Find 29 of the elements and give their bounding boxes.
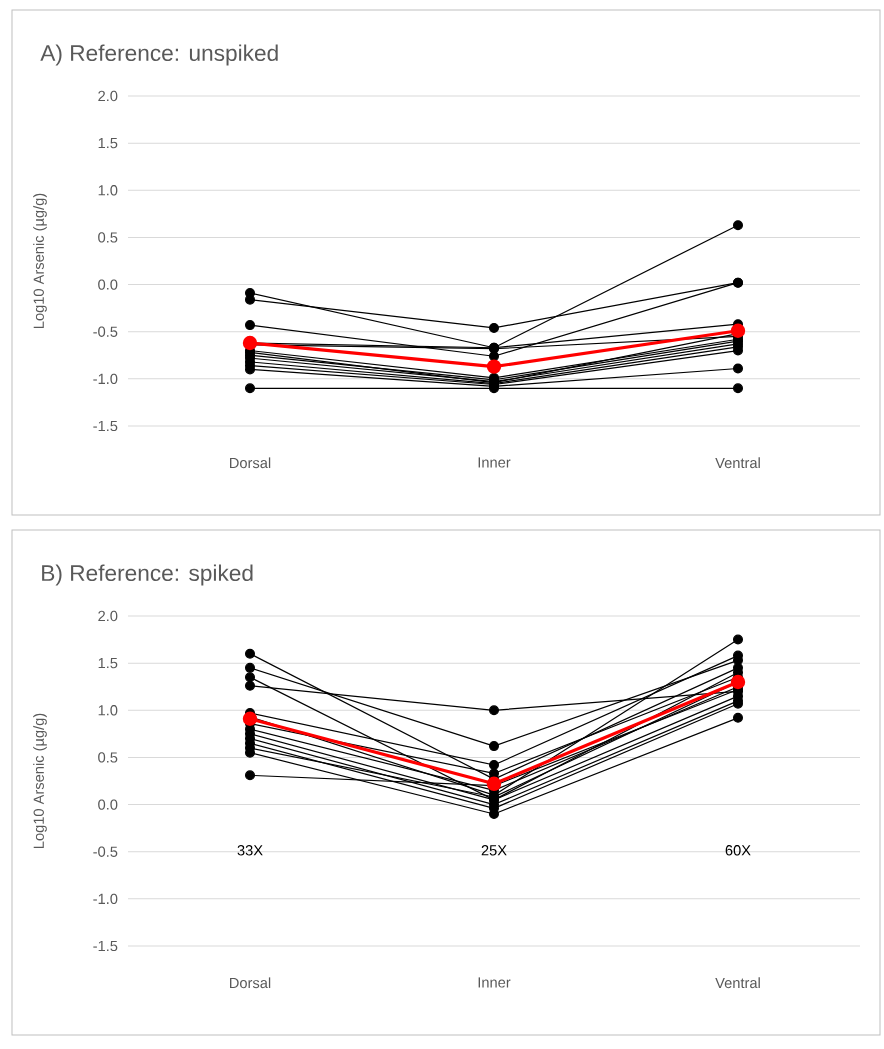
y-tick-label: 2.0: [98, 610, 118, 622]
x-tick-label: Ventral: [715, 457, 760, 469]
y-tick-label: 0.5: [98, 232, 118, 243]
y-tick-label: 0.5: [98, 752, 118, 763]
x-tick-label: Dorsal: [230, 457, 271, 469]
y-tick-label: -1.5: [93, 420, 118, 432]
y-tick-label: -1.0: [93, 373, 118, 385]
y-tick-label: 2.0: [98, 90, 118, 102]
y-axis-title: Log10 Arsenic (µg/g): [33, 193, 47, 328]
y-tick-label: -1.5: [93, 940, 118, 952]
x-tick-label: Ventral: [715, 977, 760, 989]
y-tick-label: -0.5: [93, 846, 118, 857]
y-axis-title: Log10 Arsenic (µg/g): [33, 713, 47, 848]
y-tick-label: 1.5: [98, 658, 118, 669]
annotation: 25X: [481, 845, 507, 856]
x-tick-label: Inner: [478, 977, 511, 988]
y-tick-label: 1.0: [98, 705, 118, 716]
annotation: 60X: [725, 845, 751, 856]
y-tick-label: 1.5: [98, 138, 118, 149]
y-tick-label: -0.5: [93, 326, 118, 337]
y-tick-label: 0.0: [98, 799, 118, 810]
chart-title: B) Reference: spiked: [42, 564, 253, 586]
x-tick-label: Inner: [478, 457, 511, 468]
y-tick-label: -1.0: [93, 893, 118, 905]
y-tick-label: 0.0: [98, 279, 118, 290]
y-tick-label: 1.0: [98, 185, 118, 196]
x-tick-label: Dorsal: [230, 977, 271, 989]
chart-title: A) Reference: unspiked: [40, 44, 278, 66]
annotation: 33X: [237, 845, 263, 856]
